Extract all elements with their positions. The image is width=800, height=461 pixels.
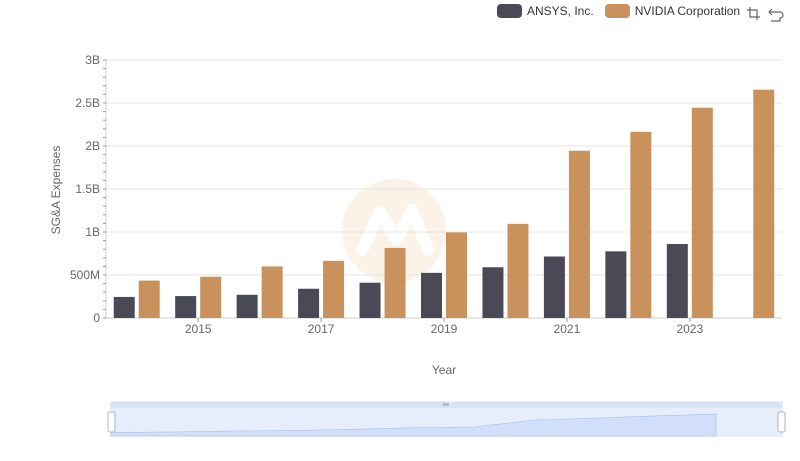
slider-left-handle[interactable] <box>107 411 116 433</box>
bar-ansys-inc-2017[interactable] <box>298 288 320 318</box>
bar-ansys-inc-2021[interactable] <box>543 256 565 318</box>
legend-label-nvidia: NVIDIA Corporation <box>634 4 741 18</box>
bar-ansys-inc-2015[interactable] <box>175 296 197 318</box>
bar-nvidia-corporation-2015[interactable] <box>200 276 222 318</box>
toolbox <box>746 6 784 22</box>
y-tick-label: 1.5B <box>75 182 100 196</box>
watermark-logo <box>342 179 446 283</box>
bar-nvidia-corporation-2014[interactable] <box>138 280 160 318</box>
restore-icon[interactable] <box>768 6 784 22</box>
y-axis-title: SG&A Expenses <box>49 146 63 235</box>
x-axis: 2015 2017 2019 2021 2023 <box>185 318 703 336</box>
bar-ansys-inc-2014[interactable] <box>113 296 135 318</box>
bar-ansys-inc-2018[interactable] <box>359 282 381 318</box>
legend-swatch-nvidia <box>604 4 630 18</box>
bar-nvidia-corporation-2016[interactable] <box>261 266 283 318</box>
bar-nvidia-corporation-2024[interactable] <box>753 89 775 318</box>
zoom-icon[interactable] <box>746 6 762 22</box>
bar-nvidia-corporation-2020[interactable] <box>507 223 529 318</box>
legend-item-ansys[interactable]: ANSYS, Inc. <box>497 4 594 18</box>
slider-right-handle[interactable] <box>777 411 786 433</box>
bar-nvidia-corporation-2022[interactable] <box>630 131 652 318</box>
bar-nvidia-corporation-2019[interactable] <box>446 232 467 318</box>
bar-nvidia-corporation-2023[interactable] <box>691 107 713 318</box>
slider-data-shadow <box>110 413 717 437</box>
y-tick-label: 2B <box>85 139 100 153</box>
x-tick-label: 2015 <box>185 322 212 336</box>
y-tick-label: 3B <box>85 53 100 67</box>
y-tick-label: 500M <box>70 268 100 282</box>
y-tick-label: 0 <box>93 311 100 325</box>
y-axis: 0 500M 1B 1.5B 2B 2.5B 3B <box>70 53 107 325</box>
bar-ansys-inc-2019[interactable] <box>421 272 442 318</box>
bar-ansys-inc-2023[interactable] <box>666 244 688 318</box>
bar-ansys-inc-2016[interactable] <box>236 294 258 318</box>
legend-swatch-ansys <box>497 4 522 18</box>
data-zoom-slider[interactable] <box>107 401 786 437</box>
bar-ansys-inc-2020[interactable] <box>482 267 504 318</box>
legend-item-nvidia[interactable]: NVIDIA Corporation <box>604 4 741 18</box>
y-tick-label: 1B <box>85 225 100 239</box>
slider-drag-handle[interactable] <box>443 403 449 406</box>
x-tick-label: 2017 <box>308 322 335 336</box>
x-tick-label: 2023 <box>676 322 703 336</box>
x-tick-label: 2021 <box>554 322 581 336</box>
bar-nvidia-corporation-2018[interactable] <box>384 247 406 318</box>
legend: ANSYS, Inc. NVIDIA Corporation <box>497 4 751 18</box>
x-tick-label: 2019 <box>431 322 458 336</box>
bars-group <box>113 89 775 318</box>
bar-nvidia-corporation-2021[interactable] <box>568 150 590 318</box>
bar-nvidia-corporation-2017[interactable] <box>323 260 345 318</box>
y-tick-label: 2.5B <box>75 96 100 110</box>
legend-label-ansys: ANSYS, Inc. <box>527 4 594 18</box>
bar-ansys-inc-2022[interactable] <box>605 251 627 318</box>
x-axis-title: Year <box>432 363 456 377</box>
